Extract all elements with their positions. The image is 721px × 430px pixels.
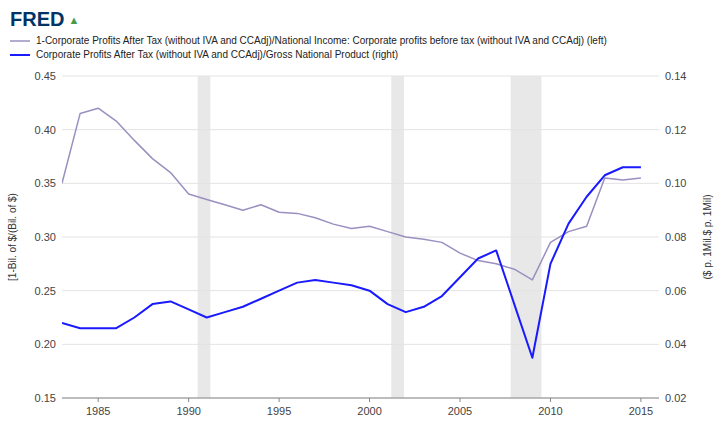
grid-line (62, 76, 659, 77)
y-tick-label: 0.30 (35, 231, 56, 243)
logo: FRED (10, 8, 64, 30)
y2-tick-label: 0.04 (665, 338, 686, 350)
x-tick-label: 1985 (86, 405, 110, 417)
grid-line (62, 129, 659, 130)
grid-line (62, 344, 659, 345)
chart: FRED ▲ 0.15 0.20 0.25 0.30 0.35 0.40 0.45 0.02 0.0… (0, 0, 721, 430)
legend-label: 1-Corporate Profits After Tax (without I… (36, 35, 607, 46)
y-axis-title: [1-Bil. of $/(Bil. of $) (7, 193, 18, 281)
y-tick-label: 0.45 (35, 70, 56, 82)
legend: 1-Corporate Profits After Tax (without I… (10, 35, 607, 60)
x-tick (640, 398, 641, 402)
x-tick (98, 398, 99, 402)
grid-line (62, 290, 659, 291)
y2-axis-title: ($ p. 1Mil.$ p. 1Mil) (702, 194, 713, 279)
y2-tick-label: 0.14 (665, 70, 686, 82)
y-tick-label: 0.25 (35, 285, 56, 297)
x-tick-label: 2010 (538, 405, 562, 417)
x-tick (550, 398, 551, 402)
y2-tick-label: 0.08 (665, 231, 686, 243)
x-tick-label: 2015 (629, 405, 653, 417)
y-tick-label: 0.35 (35, 177, 56, 189)
legend-swatch (10, 54, 30, 56)
grid-line (62, 183, 659, 184)
x-tick-label: 1990 (176, 405, 200, 417)
y2-tick-label: 0.06 (665, 285, 686, 297)
grid (62, 76, 659, 398)
grid-line (62, 398, 659, 399)
x-axis-line (62, 398, 659, 399)
y2-tick-label: 0.02 (665, 392, 686, 404)
y-tick-label: 0.20 (35, 338, 56, 350)
x-tick-label: 2000 (357, 405, 381, 417)
x-tick-label: 1995 (267, 405, 291, 417)
x-tick (369, 398, 370, 402)
y2-tick-label: 0.12 (665, 124, 686, 136)
x-tick (279, 398, 280, 402)
x-tick-label: 2005 (448, 405, 472, 417)
y-tick-label: 0.15 (35, 392, 56, 404)
legend-swatch (10, 40, 30, 42)
series-line (62, 167, 641, 358)
y2-tick-label: 0.10 (665, 177, 686, 189)
logo-icon: ▲ (68, 14, 79, 26)
grid-line (62, 237, 659, 238)
legend-label: Corporate Profits After Tax (without IVA… (36, 49, 398, 60)
x-tick (460, 398, 461, 402)
x-tick (188, 398, 189, 402)
lines (62, 108, 641, 358)
y-tick-label: 0.40 (35, 124, 56, 136)
